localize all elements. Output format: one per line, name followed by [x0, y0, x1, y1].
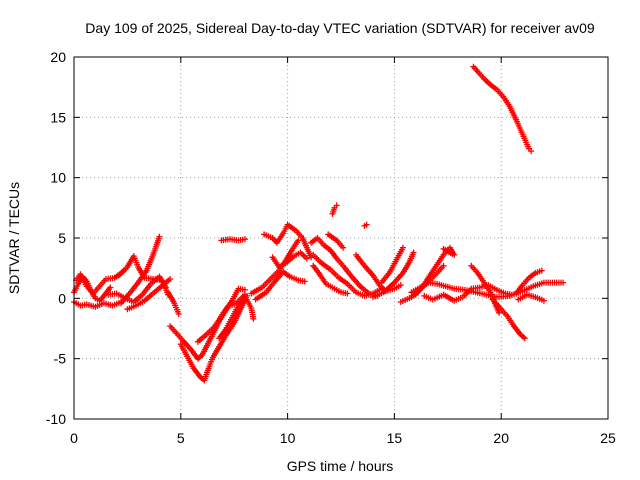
- series-pass-o: [252, 268, 308, 303]
- series-pass-r: [308, 235, 381, 299]
- x-tick-labels: 0 5 10 15 20 25: [70, 430, 616, 446]
- series-pass-ah: [515, 291, 547, 304]
- chart-title: Day 109 of 2025, Sidereal Day-to-day VTE…: [85, 20, 595, 36]
- series-pass-ad: [421, 282, 515, 304]
- series-pass-t: [310, 262, 351, 297]
- series-pass-l: [216, 292, 257, 342]
- series-pass-h: [165, 289, 182, 317]
- x-axis-label: GPS time / hours: [287, 458, 394, 474]
- series-pass-y: [370, 249, 417, 301]
- series-pass-q: [269, 249, 310, 270]
- axis-ticks: [73, 56, 609, 420]
- y-tick-label: 20: [50, 49, 66, 65]
- series-pass-ag: [513, 267, 545, 297]
- y-tick-label: -5: [54, 351, 67, 367]
- x-tick-label: 20: [493, 430, 509, 446]
- series-pass-ai: [470, 63, 535, 155]
- series-pass-j: [177, 292, 250, 384]
- series-pass-n: [248, 237, 302, 297]
- series-pass-g: [124, 276, 174, 313]
- y-tick-labels: -10 -5 0 5 10 15 20: [46, 49, 66, 427]
- x-tick-label: 5: [177, 430, 185, 446]
- series-pass-i: [167, 291, 248, 362]
- y-tick-label: 10: [50, 170, 66, 186]
- x-tick-label: 25: [600, 430, 616, 446]
- series-pass-v: [329, 202, 340, 217]
- series-pass-f: [115, 253, 169, 291]
- series-pass-af: [489, 296, 528, 342]
- series-pass-u: [325, 231, 347, 251]
- x-tick-label: 15: [387, 430, 403, 446]
- y-tick-label: -10: [46, 411, 66, 427]
- series-pass-k: [194, 285, 248, 345]
- x-tick-label: 0: [70, 430, 78, 446]
- series-pass-z: [378, 244, 406, 286]
- y-tick-label: 0: [58, 290, 66, 306]
- series-pass-p: [261, 221, 315, 261]
- y-axis-label: SDTVAR / TECUs: [6, 182, 22, 294]
- y-tick-label: 15: [50, 109, 66, 125]
- y-tick-label: 5: [58, 230, 66, 246]
- x-tick-label: 10: [280, 430, 296, 446]
- series-pass-s: [310, 251, 385, 299]
- grid-lines: [74, 57, 608, 419]
- series-pass-m: [218, 236, 248, 244]
- data-marks: [71, 63, 567, 384]
- series-pass-w: [361, 221, 370, 229]
